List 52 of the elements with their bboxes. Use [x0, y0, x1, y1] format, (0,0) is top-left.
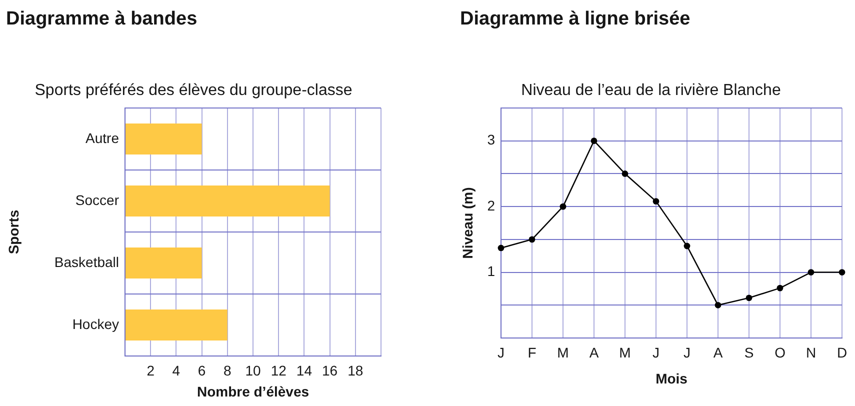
point	[838, 269, 846, 276]
y-tick-label: Basketball	[54, 254, 119, 270]
point	[528, 236, 536, 243]
point	[684, 242, 690, 250]
point	[590, 138, 598, 144]
point	[560, 203, 566, 210]
x-tick-label: J	[684, 344, 690, 360]
y-tick-label: 2	[487, 197, 496, 214]
y-tick-label: Soccer	[75, 192, 120, 208]
bar	[126, 248, 202, 278]
y-tick-label: 3	[487, 132, 496, 148]
x-tick-label: 2	[146, 362, 155, 378]
x-axis-title: Nombre d’élèves	[196, 383, 310, 400]
x-tick-label: A	[589, 344, 600, 360]
x-tick-label: A	[713, 344, 724, 360]
chart-subtitle: Niveau de l’eau de la rivière Blanche	[521, 82, 781, 99]
chart-title: Diagramme à bandes	[6, 8, 198, 30]
bar	[126, 310, 228, 340]
x-tick-label: 14	[296, 362, 312, 378]
y-tick-label: 1	[487, 263, 496, 280]
chart-subtitle: Sports préférés des élèves du groupe-classe	[34, 82, 352, 99]
point	[622, 170, 628, 177]
y-axis-title: Niveau (m)	[459, 187, 476, 259]
x-tick-label: M	[557, 344, 569, 360]
point	[498, 244, 504, 252]
x-tick-label: 6	[198, 362, 206, 378]
x-tick-label: 12	[270, 362, 287, 378]
x-axis-title: Mois	[656, 370, 688, 386]
x-tick-label: J	[652, 344, 660, 360]
x-tick-label: O	[774, 344, 786, 360]
point	[746, 294, 752, 302]
x-tick-label: 16	[322, 362, 338, 378]
x-tick-label: 4	[172, 362, 180, 378]
point	[714, 302, 722, 308]
y-axis-title: Sports	[5, 210, 22, 254]
x-tick-label: 18	[348, 362, 364, 378]
bar	[126, 124, 202, 154]
x-tick-label: M	[619, 344, 631, 360]
x-tick-label: F	[528, 344, 536, 360]
x-tick-label: D	[836, 344, 848, 360]
x-tick-label: 10	[245, 362, 261, 378]
y-tick-label: Hockey	[72, 316, 119, 332]
chart-title: Diagramme à ligne brisée	[460, 8, 690, 30]
x-tick-label: S	[744, 344, 754, 360]
y-tick-label: Autre	[86, 130, 120, 146]
point	[808, 269, 814, 276]
bar	[126, 186, 330, 216]
point	[776, 284, 784, 292]
x-tick-label: N	[806, 344, 816, 360]
point	[652, 198, 660, 205]
x-tick-label: J	[498, 344, 504, 360]
x-tick-label: 8	[224, 362, 232, 378]
